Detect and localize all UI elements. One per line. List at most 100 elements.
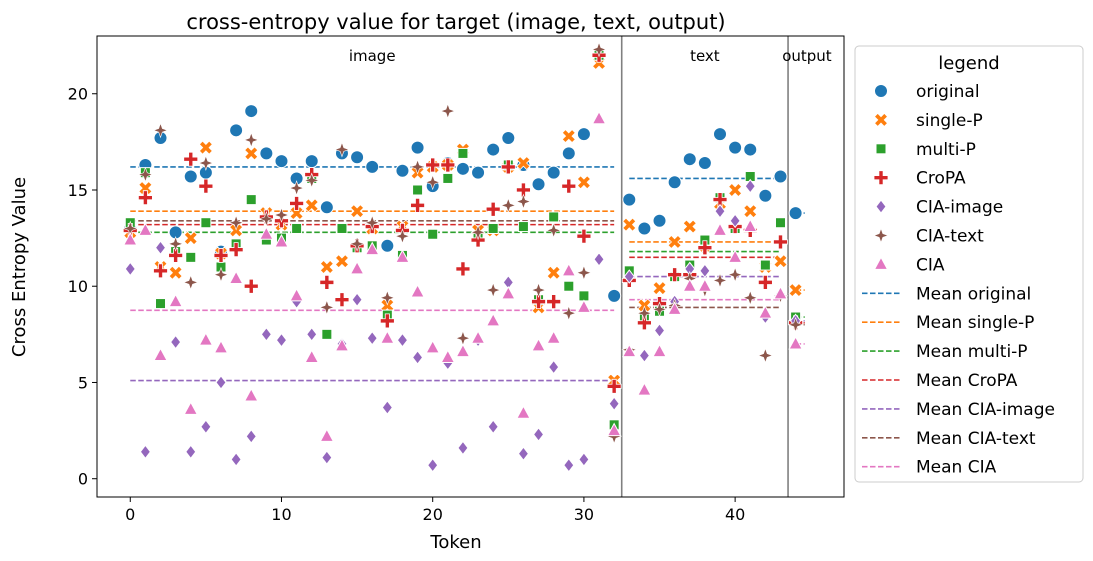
data-point xyxy=(183,231,198,246)
legend-label: Mean original xyxy=(916,284,1031,304)
data-point xyxy=(743,142,758,157)
legend-label: CIA-image xyxy=(916,198,1003,218)
data-point xyxy=(486,142,501,157)
data-point xyxy=(274,154,289,169)
data-point xyxy=(379,330,395,344)
x-tick-label: 30 xyxy=(574,505,594,524)
data-point xyxy=(455,261,471,277)
data-point xyxy=(318,299,335,316)
data-point xyxy=(485,282,502,298)
data-point xyxy=(593,251,605,267)
data-point xyxy=(455,161,470,176)
data-point xyxy=(561,178,577,194)
data-point xyxy=(122,231,138,246)
data-point xyxy=(228,270,244,285)
data-point xyxy=(714,203,726,219)
data-point xyxy=(395,163,410,178)
legend-label: Mean multi-P xyxy=(916,342,1028,362)
data-point xyxy=(622,192,637,207)
legend-marker xyxy=(875,199,887,214)
data-point xyxy=(728,140,743,155)
data-point xyxy=(154,240,167,256)
legend-label: original xyxy=(916,82,980,102)
data-point xyxy=(530,282,547,298)
data-point xyxy=(773,285,788,300)
data-point xyxy=(183,169,198,184)
data-point xyxy=(546,294,562,310)
data-point xyxy=(653,323,666,338)
data-point xyxy=(274,233,289,248)
data-point xyxy=(758,305,773,319)
data-point xyxy=(727,249,743,263)
data-point xyxy=(213,339,229,354)
data-point xyxy=(200,217,212,229)
data-point xyxy=(228,242,244,258)
data-point xyxy=(213,266,229,283)
data-point xyxy=(759,259,771,271)
legend: legend original single-P multi-P CroPA CIA-i… xyxy=(854,45,1084,483)
data-point xyxy=(321,328,333,340)
data-point xyxy=(531,177,546,192)
legend-label: multi-P xyxy=(916,140,976,160)
data-point xyxy=(576,299,592,313)
data-point xyxy=(576,264,592,281)
data-point xyxy=(124,261,136,277)
data-point xyxy=(168,293,183,308)
data-point xyxy=(485,201,501,217)
data-marks xyxy=(122,41,804,473)
data-point xyxy=(243,387,259,402)
data-point xyxy=(427,228,439,240)
data-point xyxy=(244,104,259,119)
data-point xyxy=(424,174,441,191)
data-point xyxy=(774,217,786,229)
legend-marker xyxy=(873,227,889,244)
data-point xyxy=(243,278,259,294)
data-point xyxy=(546,165,561,180)
data-point xyxy=(697,156,712,171)
data-point xyxy=(455,343,471,358)
data-point xyxy=(442,172,454,184)
data-point xyxy=(366,330,378,346)
data-point xyxy=(546,265,561,280)
legend-marker xyxy=(873,256,889,270)
data-point xyxy=(682,152,697,167)
data-point xyxy=(200,419,212,435)
data-point xyxy=(228,214,245,231)
data-point xyxy=(651,301,668,318)
data-point xyxy=(321,450,333,465)
data-point xyxy=(183,401,199,415)
data-point xyxy=(243,132,260,148)
data-point xyxy=(364,241,380,256)
data-point xyxy=(591,110,607,125)
data-point xyxy=(576,228,592,244)
data-point xyxy=(412,184,424,196)
legend-marker xyxy=(874,84,888,98)
legend-label: Mean single-P xyxy=(916,313,1034,333)
data-point xyxy=(457,147,469,159)
data-point xyxy=(137,166,154,183)
data-point xyxy=(349,260,365,275)
data-point xyxy=(713,127,728,142)
data-point xyxy=(773,169,788,184)
data-point xyxy=(440,157,456,173)
data-point xyxy=(682,219,697,234)
legend-label: CIA xyxy=(916,255,945,275)
data-point xyxy=(606,422,622,437)
data-point xyxy=(349,235,365,252)
data-point xyxy=(185,444,197,460)
data-point xyxy=(215,375,227,390)
data-point xyxy=(455,330,471,347)
data-point xyxy=(350,150,365,165)
data-point xyxy=(289,206,304,221)
data-point xyxy=(578,452,590,467)
data-point xyxy=(259,226,274,240)
legend-marker xyxy=(873,170,889,186)
data-point xyxy=(198,140,213,155)
data-point xyxy=(198,178,214,194)
data-point xyxy=(395,249,410,263)
data-point xyxy=(319,428,335,442)
data-point xyxy=(773,234,788,250)
x-tick-label: 10 xyxy=(271,505,291,524)
data-point xyxy=(487,222,499,234)
